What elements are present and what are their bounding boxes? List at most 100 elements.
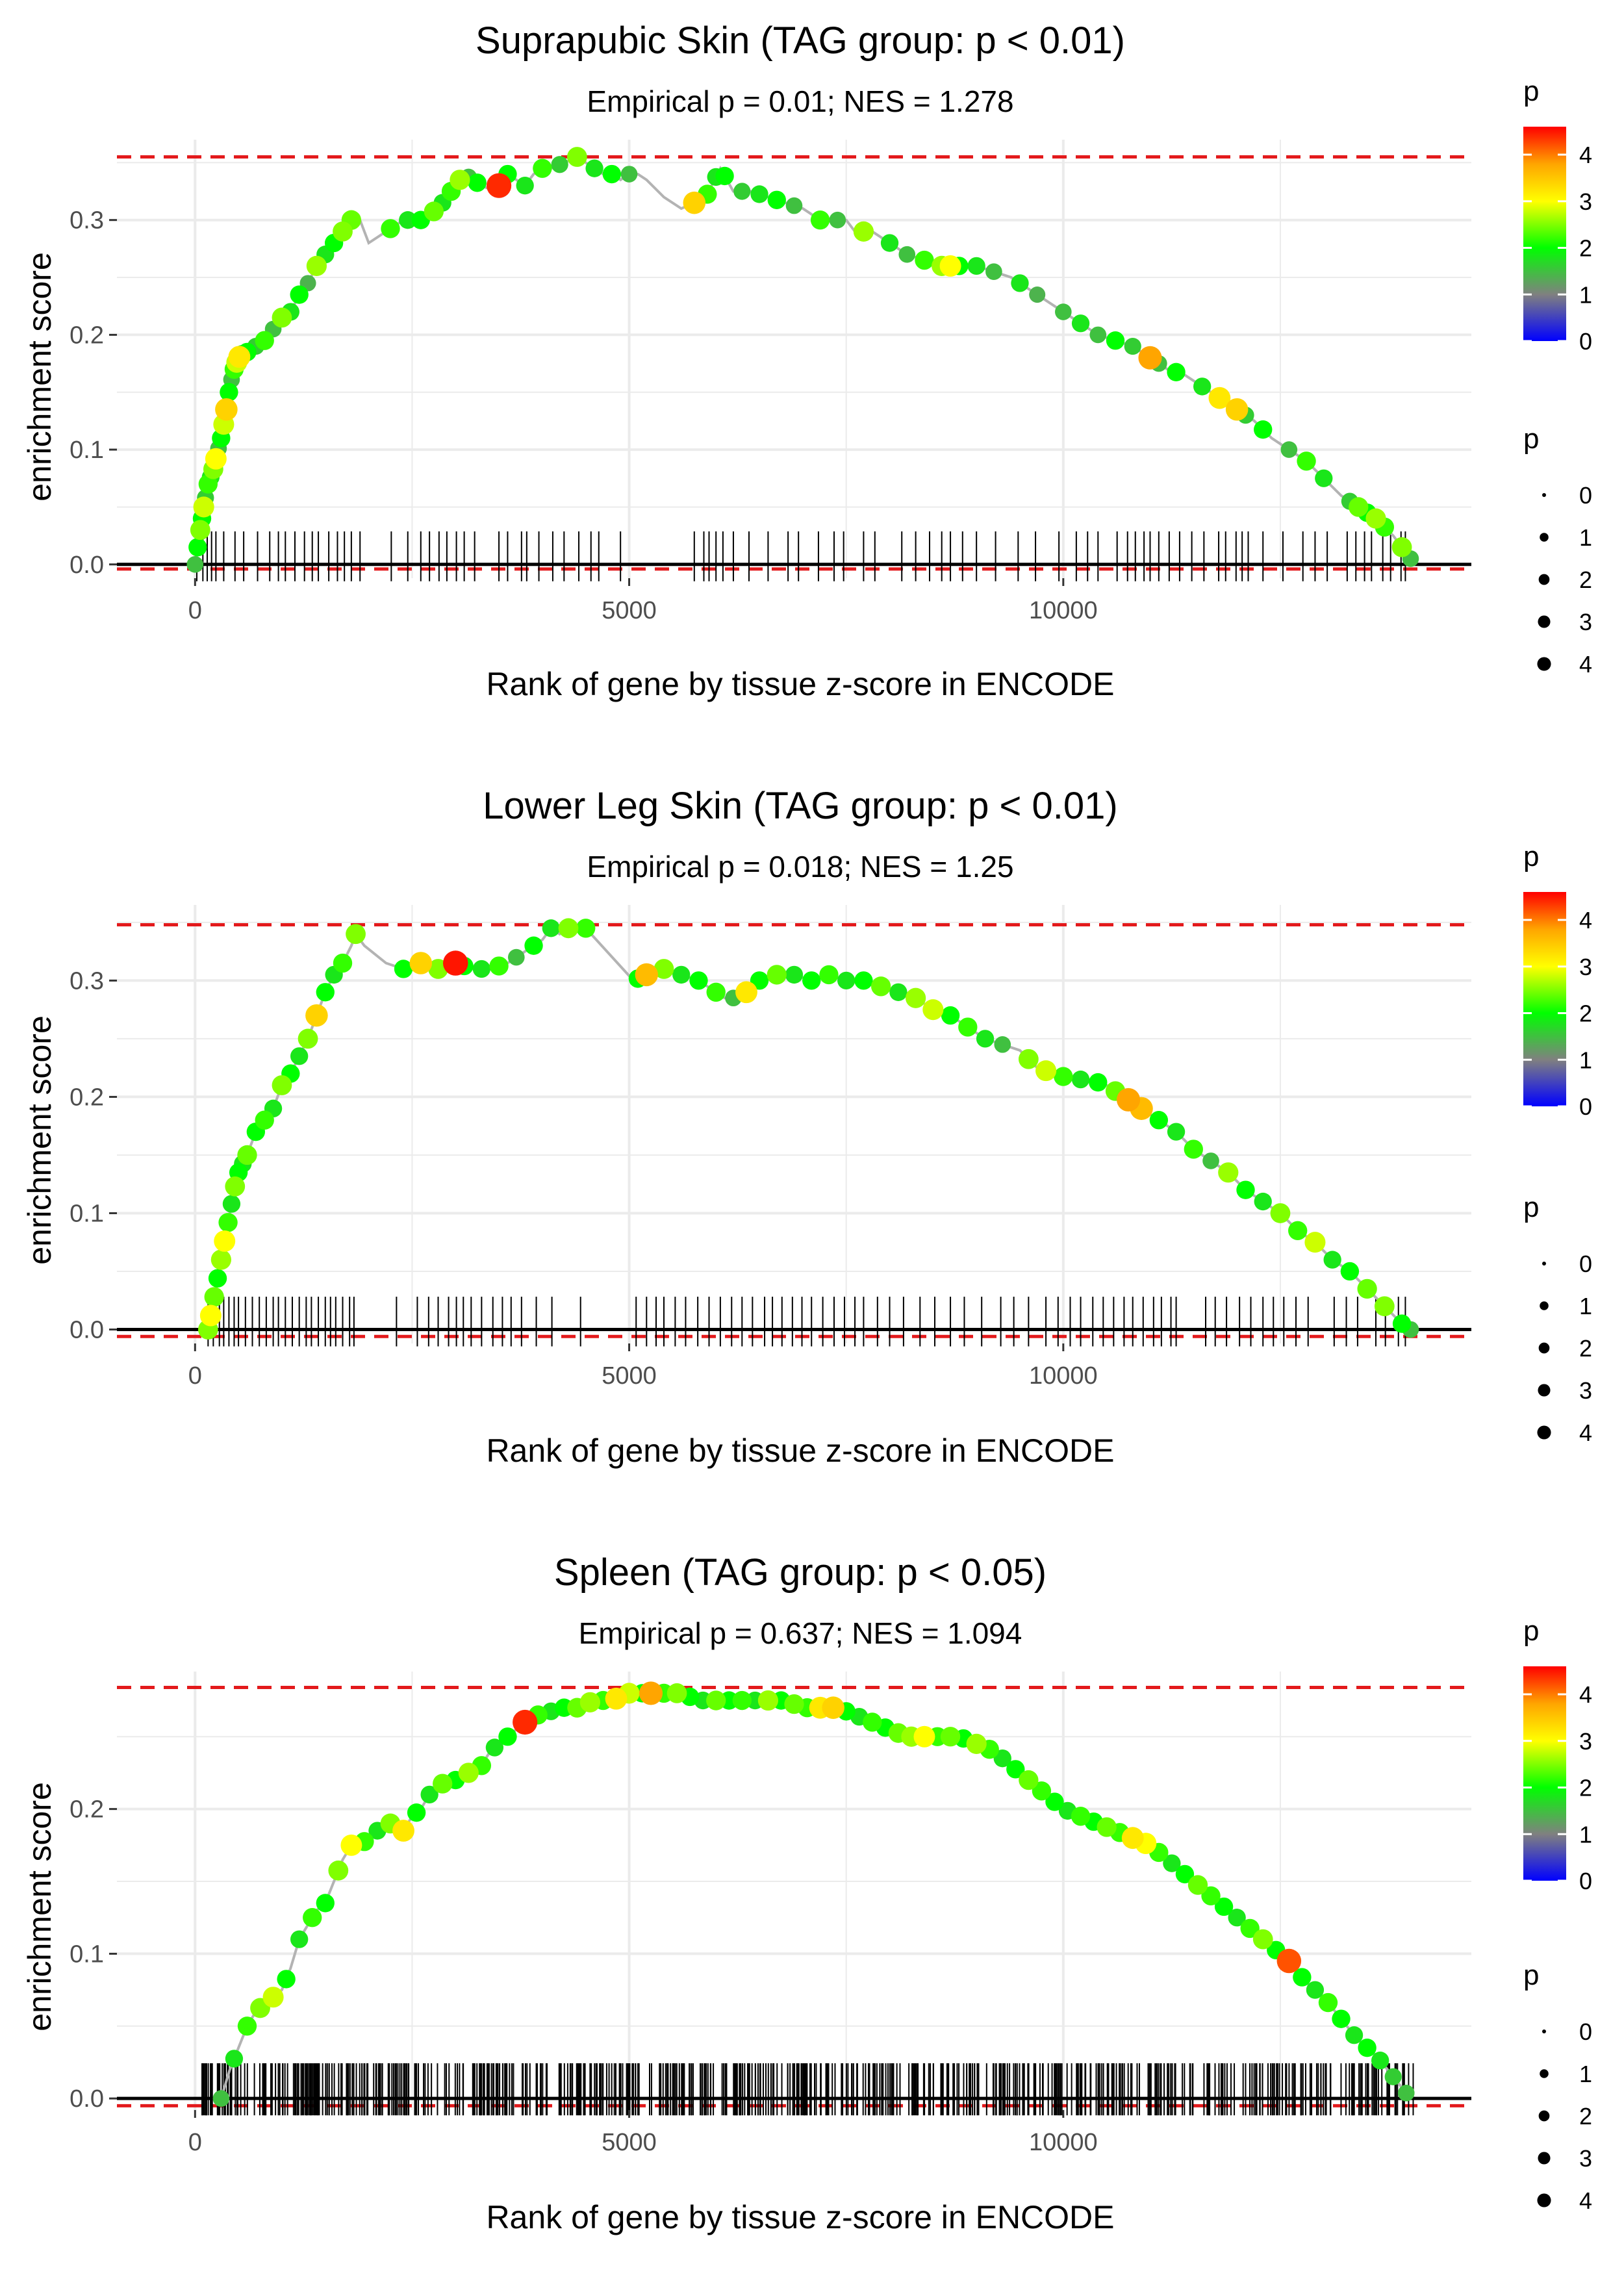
size-legend-label: 1 <box>1579 2061 1592 2087</box>
chart-subtitle: Empirical p = 0.018; NES = 1.25 <box>587 850 1013 884</box>
data-point <box>602 164 622 184</box>
data-point <box>394 960 413 978</box>
data-point <box>1240 1918 1260 1939</box>
data-point <box>1124 337 1141 355</box>
data-point <box>605 1687 628 1710</box>
data-point <box>237 1145 257 1165</box>
panel-lower-leg-skin: Lower Leg Skin (TAG group: p < 0.01) Emp… <box>21 785 1592 1469</box>
size-legend: p 0 1 2 3 4 <box>1523 1959 1592 2214</box>
size-legend-title: p <box>1523 1191 1539 1223</box>
size-legend: p 0 1 2 3 4 <box>1523 423 1592 678</box>
data-point <box>1374 1296 1395 1317</box>
data-point <box>458 1762 479 1783</box>
data-point <box>489 956 509 976</box>
data-point <box>1293 1968 1312 1987</box>
data-point <box>941 1006 960 1025</box>
data-point <box>620 166 638 183</box>
size-legend-dot <box>1537 657 1551 671</box>
data-point <box>784 1694 804 1714</box>
data-point <box>1304 1232 1326 1253</box>
data-point <box>407 1803 426 1822</box>
data-point <box>333 221 353 242</box>
y-tick-label: 0.1 <box>70 1200 104 1227</box>
y-tick-label: 0.3 <box>70 207 104 235</box>
data-point <box>785 197 803 214</box>
data-point <box>272 307 292 328</box>
y-tick-label: 0.2 <box>70 1796 104 1824</box>
data-point <box>442 950 468 976</box>
data-point <box>802 971 821 990</box>
data-point <box>225 1176 246 1197</box>
data-point <box>870 976 891 997</box>
data-point <box>1236 1180 1255 1199</box>
data-point <box>880 234 899 252</box>
y-axis-title: enrichment score <box>21 1015 58 1265</box>
color-bar-label: 3 <box>1579 188 1592 215</box>
data-point <box>328 1860 349 1881</box>
data-point <box>316 1894 335 1913</box>
data-point <box>468 173 487 192</box>
data-point <box>967 257 985 275</box>
y-axis-title: enrichment score <box>21 1782 58 2031</box>
data-point <box>1121 1827 1144 1850</box>
data-point <box>1252 1929 1273 1950</box>
data-point <box>1018 1049 1039 1069</box>
data-point <box>1029 286 1046 303</box>
color-legend: p 0 1 2 3 4 <box>1523 841 1592 1120</box>
size-legend-label: 4 <box>1579 2187 1592 2214</box>
data-point <box>1254 1192 1272 1211</box>
data-point <box>889 983 907 1001</box>
size-legend: p 0 1 2 3 4 <box>1523 1191 1592 1446</box>
data-point <box>290 1930 309 1948</box>
size-legend-label: 2 <box>1579 566 1592 593</box>
x-tick-label: 5000 <box>602 597 657 624</box>
data-point <box>767 190 786 209</box>
color-legend: p 0 1 2 3 4 <box>1523 75 1592 355</box>
data-point <box>1071 1070 1090 1089</box>
data-point <box>1187 1875 1208 1895</box>
points <box>186 147 1419 573</box>
data-point <box>750 185 768 203</box>
data-point <box>854 971 873 990</box>
data-point <box>966 1733 987 1754</box>
x-axis: 0 5000 10000 <box>188 578 1098 624</box>
color-bar-label: 1 <box>1579 281 1592 308</box>
data-point <box>689 971 708 990</box>
data-point <box>277 1970 296 1989</box>
es-curve <box>194 155 1412 565</box>
data-point <box>993 1749 1011 1768</box>
data-point <box>906 987 926 1008</box>
data-point <box>1276 1948 1302 1974</box>
data-point <box>542 919 560 937</box>
y-axis: 0.0 0.1 0.2 0.3 <box>70 207 117 579</box>
data-point <box>863 1712 882 1732</box>
data-point <box>218 1213 238 1232</box>
chart-title: Lower Leg Skin (TAG group: p < 0.01) <box>483 785 1117 827</box>
data-point <box>1006 1760 1025 1779</box>
data-point <box>683 191 706 214</box>
color-bar-label: 1 <box>1579 1047 1592 1073</box>
size-legend-label: 0 <box>1579 482 1592 509</box>
y-tick-label: 0.3 <box>70 967 104 995</box>
chart-subtitle: Empirical p = 0.637; NES = 1.094 <box>579 1616 1022 1650</box>
color-bar-label: 1 <box>1579 1821 1592 1848</box>
data-point <box>188 538 207 557</box>
data-point <box>1358 2039 1377 2057</box>
data-point <box>205 448 227 470</box>
color-bar-label: 0 <box>1579 328 1592 355</box>
panel-suprapubic-skin: Suprapubic Skin (TAG group: p < 0.01) Em… <box>21 19 1592 702</box>
data-point <box>305 1004 328 1027</box>
data-point <box>255 1110 274 1130</box>
data-point <box>409 952 433 974</box>
data-point <box>1270 1203 1291 1223</box>
data-point <box>228 346 251 368</box>
data-point <box>1365 508 1386 529</box>
data-point <box>585 159 603 177</box>
data-point <box>1288 1221 1308 1241</box>
color-bar-label: 4 <box>1579 1681 1592 1708</box>
x-tick-label: 10000 <box>1029 1362 1098 1390</box>
data-point <box>1071 1807 1091 1826</box>
data-point <box>1391 537 1412 557</box>
data-point <box>1202 1152 1219 1169</box>
